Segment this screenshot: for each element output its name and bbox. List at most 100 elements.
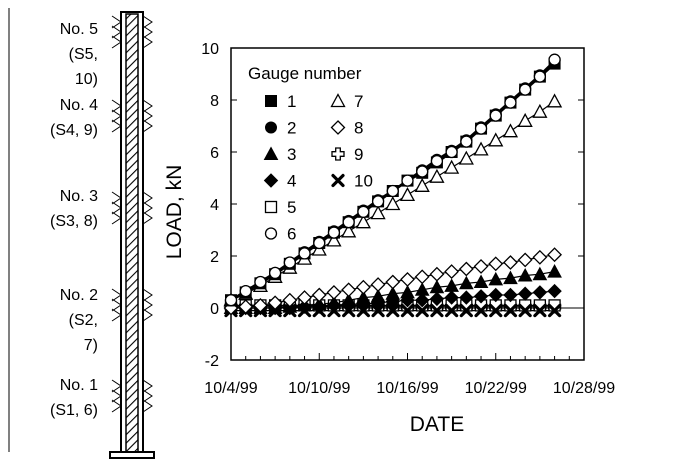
data-point-6 [533, 70, 547, 83]
gauge-3-label: No. 3 [60, 188, 98, 205]
data-point-8 [400, 271, 415, 287]
data-point-6 [386, 184, 399, 198]
data-point-7 [414, 177, 430, 192]
data-point-6 [224, 294, 238, 307]
legend-marker-6 [264, 227, 278, 240]
strain-gauge-4-right [142, 99, 153, 133]
data-point-3 [547, 264, 562, 278]
data-point-8 [503, 255, 518, 270]
gauge-wire [111, 389, 122, 403]
gauge-wire [111, 191, 122, 205]
data-point-3 [458, 275, 474, 290]
data-point-8 [252, 297, 268, 313]
gauge-wire [111, 379, 122, 393]
gauge-1-sensors: (S1, 6) [50, 402, 98, 419]
data-point-8 [444, 264, 460, 280]
data-point-6 [445, 145, 458, 159]
gauge-wire [111, 119, 122, 133]
data-point-7 [458, 150, 474, 165]
data-point-8 [547, 247, 563, 263]
strain-gauge-1-left [111, 379, 122, 413]
data-point-6 [489, 109, 502, 122]
gauge-wire [111, 109, 122, 123]
legend-label-6: 6 [287, 225, 296, 244]
legend-items: 1 2 3 4 5 6 7 8 9 10 [263, 92, 373, 244]
data-point-7 [399, 187, 416, 202]
data-point-6 [401, 174, 414, 187]
data-point-10 [489, 304, 503, 318]
legend-marker-2 [265, 121, 277, 134]
legend-marker-4 [263, 173, 279, 188]
data-point-3 [414, 282, 430, 296]
data-point-6 [268, 266, 282, 280]
gauge-wire [111, 288, 122, 302]
data-point-3 [356, 290, 371, 304]
legend: Gauge number 1 2 3 4 5 6 7 8 9 10 [248, 64, 373, 244]
column-hatched-core [125, 13, 139, 453]
data-point-8 [473, 258, 489, 274]
data-point-4 [429, 291, 445, 307]
data-point-7 [385, 196, 401, 211]
gauge-5-label: No. 5 [60, 21, 98, 38]
data-point-4 [547, 283, 562, 299]
data-point-3 [503, 270, 518, 285]
data-point-6 [283, 256, 296, 269]
data-point-7 [488, 132, 504, 147]
data-point-6 [327, 226, 341, 239]
y-tick-label: 8 [210, 93, 219, 110]
data-point-10 [474, 304, 488, 318]
data-point-4 [415, 292, 430, 308]
data-point-8 [429, 266, 445, 282]
data-point-8 [458, 261, 474, 277]
gauge-wire [111, 35, 122, 49]
data-point-4 [473, 289, 489, 304]
data-point-8 [414, 269, 430, 285]
strain-gauge-3-left [111, 191, 122, 225]
gauge-2-sensors-cont: 7) [84, 337, 98, 354]
legend-label-7: 7 [354, 92, 363, 111]
legend-marker-10 [331, 173, 345, 188]
legend-label-10: 10 [354, 172, 373, 191]
gauge-wire [142, 379, 153, 393]
legend-label-8: 8 [354, 119, 363, 138]
data-point-6 [504, 96, 517, 109]
data-point-7 [502, 123, 519, 138]
strain-gauge-1-right [142, 379, 153, 413]
series-markers [223, 53, 563, 318]
gauge-wire [142, 109, 153, 123]
gauge-4-sensors: (S4, 9) [50, 122, 98, 139]
y-tick-label: -2 [205, 353, 219, 370]
data-point-8 [355, 279, 371, 295]
data-point-8 [267, 295, 283, 311]
legend-marker-1 [265, 95, 277, 107]
data-point-10 [459, 304, 473, 318]
legend-label-2: 2 [287, 119, 296, 138]
strain-gauge-2-right [142, 288, 153, 322]
data-point-10 [503, 304, 518, 318]
strain-gauge-marks [111, 15, 153, 413]
data-point-3 [370, 288, 386, 303]
data-point-4 [532, 285, 548, 300]
gauge-wire [142, 191, 153, 205]
strain-gauge-2-left [111, 288, 122, 322]
legend-marker-9 [331, 147, 345, 161]
legend-label-5: 5 [287, 198, 296, 217]
gauge-5-sensors: (S5, [69, 46, 98, 63]
data-point-4 [459, 290, 474, 305]
y-tick-label: 2 [210, 249, 219, 266]
data-point-7 [473, 141, 489, 156]
legend-marker-3 [263, 146, 279, 160]
data-point-7 [355, 214, 371, 229]
data-point-4 [517, 286, 533, 301]
gauge-wire [142, 119, 153, 133]
x-tick-label: 10/28/99 [553, 380, 615, 397]
data-point-8 [326, 284, 342, 300]
legend-marker-8 [330, 120, 346, 135]
x-tick-label: 10/10/99 [288, 380, 350, 397]
data-point-8 [385, 274, 401, 290]
data-point-8 [282, 292, 298, 308]
strain-gauge-3-right [142, 191, 153, 225]
data-point-6 [548, 53, 561, 66]
data-point-8 [517, 252, 533, 268]
